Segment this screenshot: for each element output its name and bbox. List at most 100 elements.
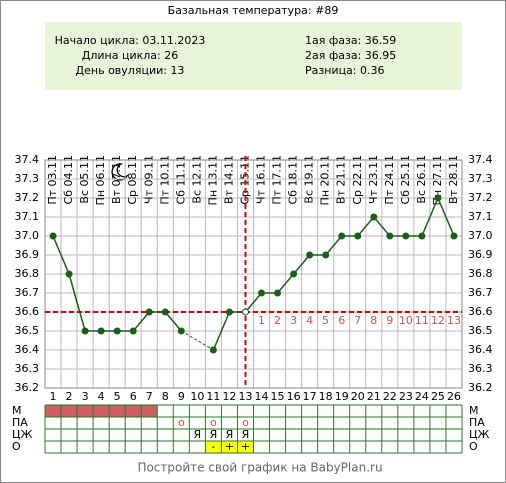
x-tick-label: 17 [303,390,317,403]
x-tick-label: 4 [98,390,105,403]
y-tick-label: 36.2 [15,381,40,394]
temp-point [290,270,298,278]
temp-point [418,232,426,240]
temp-point [97,327,105,335]
date-label: Чт 09.11 [142,155,155,204]
date-label: Вт 21.11 [335,155,348,204]
x-tick-label: 3 [82,390,89,403]
plot-border [44,159,463,389]
temp-point [49,232,57,240]
date-label: Сб 18.11 [287,155,300,204]
y-tick-label: 36.9 [468,248,493,261]
x-tick-label: 15 [271,390,285,403]
x-tick-label: 26 [447,390,461,403]
x-tick-label: 13 [238,390,252,403]
table-mark: o [178,416,185,429]
info-text: 2ая фаза: 36.95 [305,49,396,62]
table-fill [141,405,158,417]
temp-point [354,232,362,240]
temp-point [225,308,233,316]
temp-point [450,232,458,240]
date-label: Вт 07.11 [110,155,123,204]
temp-point [338,232,346,240]
table-highlight [221,441,238,453]
info-text: День овуляции: 13 [76,64,185,77]
phase2-day: 8 [370,314,377,327]
x-tick-label: 10 [190,390,204,403]
info-text: Длина цикла: 26 [82,49,178,62]
x-tick-label: 6 [130,390,137,403]
date-label: Сб 04.11 [62,155,75,204]
y-tick-label: 37.2 [468,191,493,204]
date-label: Пн 13.11 [206,155,219,205]
table-mark: Я [226,428,234,441]
x-tick-label: 20 [351,390,365,403]
date-label: Вс 19.11 [303,155,316,204]
x-tick-label: 2 [66,390,73,403]
phase2-day: 13 [447,314,461,327]
table-fill [125,405,142,417]
x-tick-label: 11 [206,390,220,403]
phase2-day: 1 [258,314,265,327]
temp-point [402,232,410,240]
y-tick-label: 36.6 [15,305,40,318]
row-label: О [12,440,21,453]
x-tick-label: 25 [431,390,445,403]
x-tick-label: 1 [50,390,57,403]
y-tick-label: 36.2 [468,381,493,394]
y-tick-label: 36.5 [468,324,493,337]
temp-line [212,196,455,351]
x-tick-label: 21 [367,390,381,403]
chart-title: Базальная температура: #89 [168,4,339,17]
phase2-day: 3 [290,314,297,327]
x-tick-label: 18 [319,390,333,403]
temp-point [258,289,266,297]
x-tick-label: 12 [222,390,236,403]
y-tick-label: 36.4 [468,343,493,356]
temp-point [113,327,121,335]
table-mark: o [210,416,217,429]
row-label: ЦЖ [12,428,33,441]
temp-point [209,346,217,354]
y-tick-label: 36.6 [468,305,493,318]
row-label: М [469,404,479,417]
x-tick-label: 19 [335,390,349,403]
temp-point [306,251,314,259]
temp-point [145,308,153,316]
temp-point [274,289,282,297]
row-label: ЦЖ [469,428,490,441]
date-label: Вс 05.11 [78,155,91,204]
date-label: Чт 16.11 [255,155,268,204]
phase2-day: 5 [322,314,329,327]
temp-point [434,194,442,202]
y-tick-label: 36.5 [15,324,40,337]
table-highlight [205,441,222,453]
x-tick-label: 5 [114,390,121,403]
table-highlight [237,441,254,453]
date-label: Сб 25.11 [399,155,412,204]
y-tick-label: 37.0 [468,229,493,242]
date-label: Пн 06.11 [94,155,107,205]
info-text: Начало цикла: 03.11.2023 [55,34,206,47]
temp-point [241,308,249,316]
x-tick-label: 9 [178,390,185,403]
date-label: Пт 17.11 [271,155,284,205]
x-tick-label: 7 [146,390,153,403]
row-label: О [469,440,478,453]
table-mark: Я [242,428,250,441]
table-fill [77,405,94,417]
date-label: Пт 10.11 [158,155,171,205]
date-label: Пт 03.11 [46,155,59,205]
date-label: Ср 22.11 [351,155,364,205]
phase2-day: 2 [274,314,281,327]
date-label: Пт 24.11 [383,155,396,205]
date-label: Вт 14.11 [222,155,235,204]
x-tick-label: 22 [383,390,397,403]
phase2-day: 12 [431,314,445,327]
y-tick-label: 37.3 [15,172,40,185]
gap-connector [181,330,214,351]
table-fill [93,405,110,417]
y-tick-label: 37.1 [15,210,40,223]
table-mark: - [211,440,215,453]
